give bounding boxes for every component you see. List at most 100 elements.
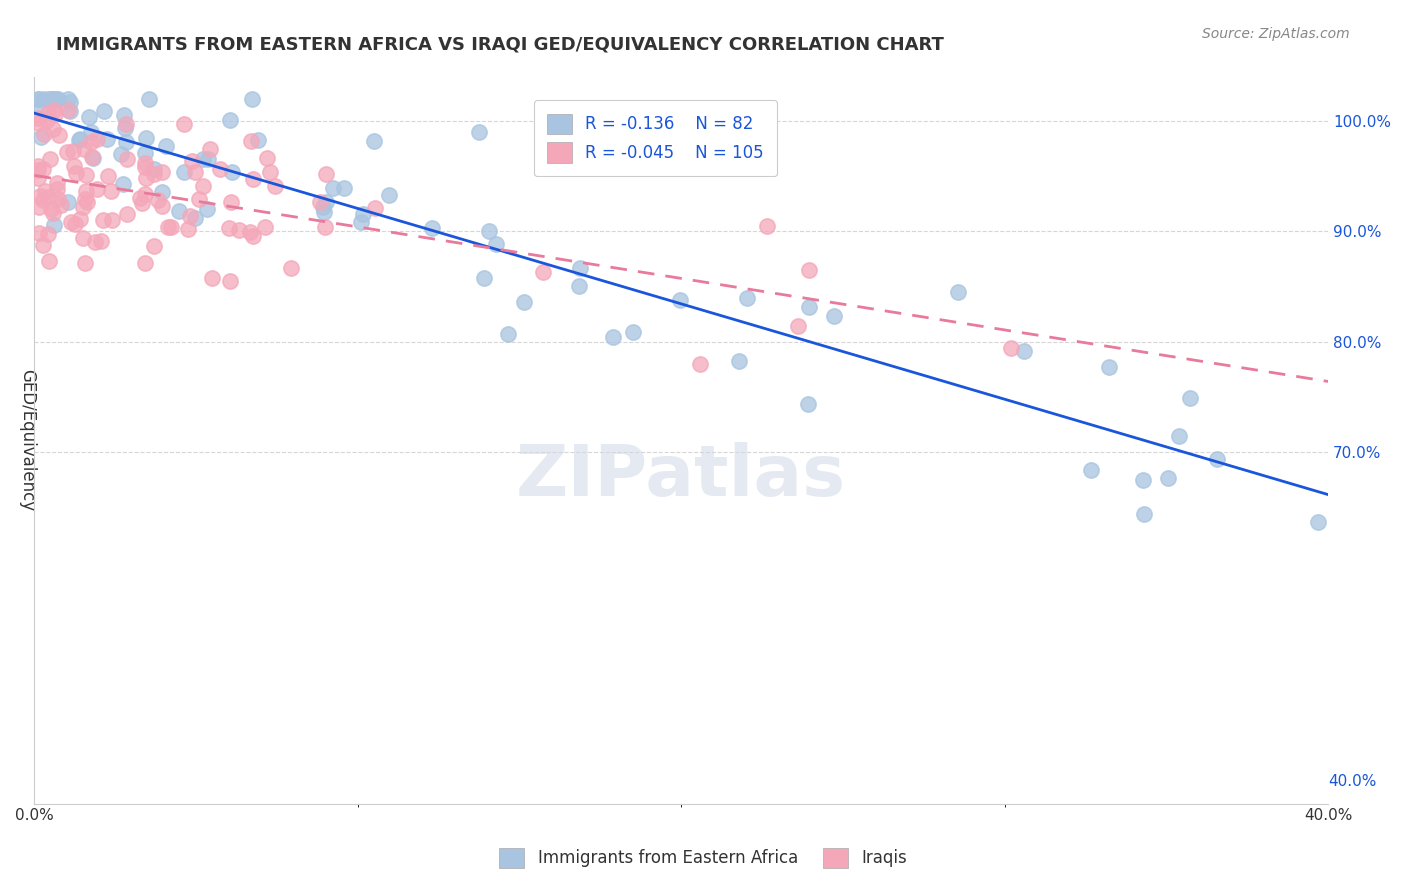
Point — [150, 185, 173, 199]
Point — [79, 124, 101, 138]
Point — [39, 92, 62, 106]
Point — [37, 227, 59, 241]
Point — [58, 103, 80, 118]
Point — [28, 188, 51, 202]
Point — [90, 235, 112, 249]
Point — [568, 260, 591, 275]
Point — [34, 92, 56, 106]
Point — [115, 117, 138, 131]
Point — [134, 156, 156, 170]
Point — [478, 224, 501, 238]
Point — [513, 294, 536, 309]
Point — [1012, 344, 1035, 359]
Point — [623, 325, 645, 339]
Point — [27, 159, 49, 173]
Point — [135, 170, 157, 185]
Point — [39, 92, 62, 106]
Point — [797, 262, 820, 277]
Point — [45, 92, 67, 106]
Point — [69, 211, 91, 226]
Text: 40.0%: 40.0% — [1329, 774, 1376, 789]
Point — [756, 219, 779, 233]
Point — [1000, 341, 1022, 355]
Point — [787, 318, 810, 333]
Point — [45, 176, 67, 190]
Point — [134, 256, 156, 270]
Point — [218, 220, 240, 235]
Point — [31, 238, 53, 252]
Point — [142, 162, 165, 177]
Point — [472, 271, 495, 285]
Point — [75, 192, 97, 206]
Point — [86, 182, 108, 196]
Point — [110, 147, 132, 161]
Point — [77, 110, 100, 124]
Point — [30, 102, 52, 116]
Point — [1306, 515, 1329, 529]
Point — [76, 195, 98, 210]
Point — [150, 165, 173, 179]
Point — [75, 168, 97, 182]
Point — [28, 92, 51, 106]
Point — [27, 200, 49, 214]
Point — [799, 300, 821, 314]
Point — [198, 142, 221, 156]
Point — [112, 108, 135, 122]
Point — [46, 192, 69, 206]
Point — [134, 186, 156, 201]
Point — [72, 231, 94, 245]
Point — [67, 133, 90, 147]
Point — [117, 207, 139, 221]
Point — [208, 162, 231, 177]
Point — [42, 92, 65, 106]
Point — [314, 219, 336, 234]
Point — [188, 192, 211, 206]
Point — [191, 179, 214, 194]
Y-axis label: GED/Equivalency: GED/Equivalency — [18, 369, 37, 512]
Point — [63, 159, 86, 173]
Point — [228, 223, 250, 237]
Point — [62, 145, 84, 159]
Point — [568, 279, 591, 293]
Point — [1098, 360, 1121, 375]
Point — [69, 132, 91, 146]
Point — [48, 128, 70, 142]
Point — [315, 195, 337, 210]
Point — [239, 135, 262, 149]
Point — [1080, 463, 1102, 477]
Point — [134, 160, 156, 174]
Point — [242, 92, 264, 106]
Point — [1132, 473, 1154, 487]
Point — [173, 116, 195, 130]
Point — [142, 167, 165, 181]
Point — [86, 132, 108, 146]
Point — [135, 131, 157, 145]
Point — [364, 202, 387, 216]
Point — [27, 92, 49, 106]
Point — [221, 165, 243, 179]
Point — [353, 207, 375, 221]
Point — [111, 177, 134, 191]
Point — [254, 219, 277, 234]
Point — [728, 354, 751, 368]
Point — [308, 194, 330, 209]
Point — [150, 199, 173, 213]
Point — [218, 112, 240, 127]
Point — [101, 212, 124, 227]
Point — [59, 215, 82, 229]
Point — [131, 196, 153, 211]
Point — [115, 135, 138, 149]
Point — [44, 103, 66, 118]
Text: Source: ZipAtlas.com: Source: ZipAtlas.com — [1202, 27, 1350, 41]
Point — [242, 172, 264, 186]
Point — [39, 153, 62, 167]
Point — [82, 151, 104, 165]
Point — [142, 239, 165, 253]
Point — [93, 103, 115, 118]
Point — [41, 92, 63, 106]
Point — [27, 163, 49, 178]
Legend: Immigrants from Eastern Africa, Iraqis: Immigrants from Eastern Africa, Iraqis — [492, 841, 914, 875]
Point — [312, 200, 335, 214]
Point — [201, 271, 224, 285]
Point — [531, 265, 554, 279]
